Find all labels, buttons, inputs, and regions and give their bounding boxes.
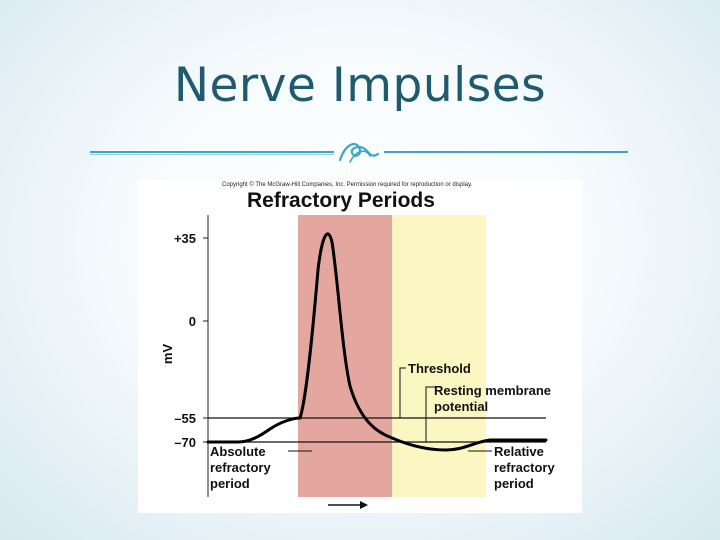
action-potential-trace [206, 232, 548, 452]
title-divider-left [90, 151, 334, 153]
threshold-label: Threshold [408, 361, 471, 376]
refractory-periods-diagram: Copyright © The McGraw-Hill Companies, I… [160, 181, 555, 509]
relative-label-line1: Relative [494, 444, 544, 459]
figure-title: Refractory Periods [247, 189, 435, 212]
absolute-label-line2: refractory [210, 460, 271, 475]
y-tick-label-0: 0 [189, 314, 196, 329]
copyright-note: Copyright © The McGraw-Hill Companies, I… [222, 181, 473, 188]
y-axis-label: mV [160, 344, 175, 365]
y-tick-label-plus35: +35 [174, 231, 196, 246]
slide-title: Nerve Impulses [173, 58, 547, 113]
swirl-ornament-icon [338, 142, 380, 163]
resting-potential-leader [425, 386, 438, 442]
title-divider-left-thin [90, 154, 334, 155]
relative-label-line3: period [494, 476, 534, 491]
threshold-leader [399, 367, 406, 418]
resting-label-line1: Resting membrane [434, 383, 551, 398]
absolute-label-line3: period [210, 476, 250, 491]
title-divider-right [384, 151, 628, 153]
y-tick-label-minus55: –55 [174, 411, 196, 426]
refractory-periods-figure: Copyright © The McGraw-Hill Companies, I… [138, 180, 582, 513]
time-arrow-head [360, 501, 368, 509]
resting-label-line2: potential [434, 399, 488, 414]
relative-label-line2: refractory [494, 460, 555, 475]
relative-refractory-band [392, 215, 486, 497]
y-tick-label-minus70: –70 [174, 435, 196, 450]
absolute-label-line1: Absolute [210, 444, 266, 459]
